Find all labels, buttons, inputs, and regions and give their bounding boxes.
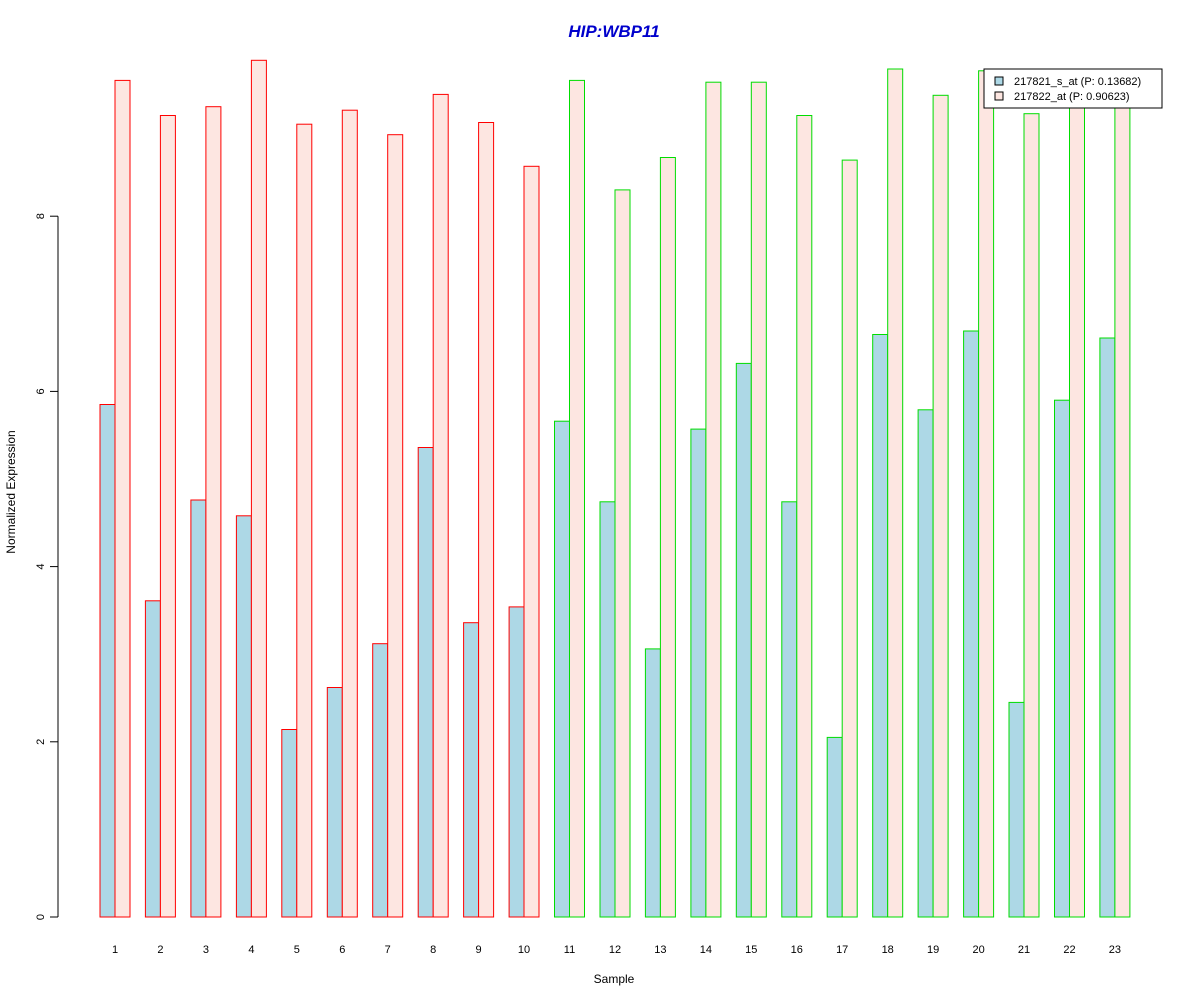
bar-series1-sample-9 bbox=[463, 622, 480, 918]
x-tick-label-20: 20 bbox=[972, 944, 984, 956]
bar-series1-sample-8 bbox=[417, 447, 434, 918]
x-tick-label-8: 8 bbox=[430, 944, 436, 956]
bar-series2-sample-18 bbox=[887, 68, 904, 918]
bar-series2-sample-4 bbox=[250, 59, 267, 918]
bar-series1-sample-1 bbox=[99, 404, 116, 918]
bar-series2-sample-14 bbox=[705, 81, 722, 918]
x-tick-label-17: 17 bbox=[836, 944, 848, 956]
legend: 217821_s_at (P: 0.13682) 217822_at (P: 0.… bbox=[983, 68, 1163, 109]
bar-series2-sample-20 bbox=[978, 70, 995, 918]
x-tick-label-1: 1 bbox=[112, 944, 118, 956]
bar-series2-sample-8 bbox=[432, 93, 449, 918]
bar-series1-sample-15 bbox=[735, 362, 752, 918]
bar-series2-sample-19 bbox=[932, 94, 949, 918]
bar-series1-sample-23 bbox=[1099, 337, 1116, 918]
x-tick-label-10: 10 bbox=[518, 944, 530, 956]
bar-series1-sample-17 bbox=[826, 736, 843, 918]
bar-series2-sample-10 bbox=[523, 165, 540, 918]
bar-series2-sample-21 bbox=[1023, 113, 1040, 918]
bar-series2-sample-1 bbox=[114, 79, 131, 918]
x-tick-label-7: 7 bbox=[385, 944, 391, 956]
x-tick-label-19: 19 bbox=[927, 944, 939, 956]
x-tick-label-4: 4 bbox=[248, 944, 254, 956]
legend-swatch-2 bbox=[994, 91, 1004, 101]
x-axis-tick-labels: 1 2 3 4 5 6 7 8 9 10 11 12 13 14 15 16 17 18 19 20 21 22 23 bbox=[112, 944, 1121, 956]
bar-series2-sample-13 bbox=[659, 157, 676, 918]
bar-series2-sample-17 bbox=[841, 159, 858, 918]
x-tick-label-16: 16 bbox=[791, 944, 803, 956]
x-tick-label-9: 9 bbox=[476, 944, 482, 956]
bar-series1-sample-7 bbox=[372, 643, 389, 918]
bar-series1-sample-4 bbox=[235, 515, 252, 918]
x-tick-label-22: 22 bbox=[1063, 944, 1075, 956]
y-tick-label-6: 6 bbox=[35, 388, 47, 394]
bar-series2-sample-23 bbox=[1114, 79, 1131, 918]
x-tick-label-18: 18 bbox=[882, 944, 894, 956]
bar-series1-sample-19 bbox=[917, 409, 934, 918]
x-tick-label-23: 23 bbox=[1109, 944, 1121, 956]
bar-series2-sample-7 bbox=[387, 134, 404, 918]
x-tick-label-2: 2 bbox=[157, 944, 163, 956]
bar-series1-sample-20 bbox=[963, 330, 980, 918]
bar-series1-sample-5 bbox=[281, 729, 298, 918]
bar-series2-sample-11 bbox=[569, 79, 585, 918]
bar-series1-sample-18 bbox=[872, 334, 889, 918]
bar-series2-sample-5 bbox=[296, 123, 313, 918]
y-axis: 0 2 4 6 8 bbox=[35, 213, 59, 920]
bar-series1-sample-14 bbox=[690, 428, 707, 918]
bar-series1-sample-16 bbox=[781, 501, 798, 918]
bar-series2-sample-3 bbox=[205, 106, 222, 918]
bar-series1-sample-3 bbox=[190, 499, 207, 918]
y-tick-label-4: 4 bbox=[35, 564, 47, 570]
bar-series1-sample-13 bbox=[644, 648, 661, 918]
x-tick-label-12: 12 bbox=[609, 944, 621, 956]
legend-label-1: 217821_s_at (P: 0.13682) bbox=[1014, 76, 1141, 88]
bar-series2-sample-9 bbox=[478, 122, 495, 918]
x-tick-label-11: 11 bbox=[564, 944, 575, 956]
bar-series2-sample-16 bbox=[796, 115, 813, 918]
bar-series1-sample-10 bbox=[508, 606, 525, 918]
legend-label-2: 217822_at (P: 0.90623) bbox=[1014, 91, 1130, 103]
bars-group bbox=[99, 59, 1131, 918]
bar-series2-sample-2 bbox=[159, 115, 176, 918]
bar-series1-sample-21 bbox=[1008, 701, 1025, 918]
bar-series1-sample-11 bbox=[554, 420, 570, 918]
y-tick-label-0: 0 bbox=[35, 914, 47, 920]
y-tick-label-2: 2 bbox=[35, 739, 47, 745]
bar-series2-sample-15 bbox=[750, 81, 767, 918]
y-axis-label: Normalized Expression bbox=[4, 430, 18, 553]
bar-series1-sample-22 bbox=[1054, 399, 1070, 918]
x-tick-label-5: 5 bbox=[294, 944, 300, 956]
bar-series1-sample-6 bbox=[326, 687, 343, 918]
x-tick-label-21: 21 bbox=[1018, 944, 1030, 956]
chart-title: HIP:WBP11 bbox=[568, 22, 659, 41]
legend-swatch-1 bbox=[994, 76, 1004, 86]
y-tick-label-8: 8 bbox=[35, 213, 47, 219]
bar-series2-sample-12 bbox=[614, 189, 631, 918]
bar-series2-sample-6 bbox=[341, 109, 358, 918]
x-tick-label-13: 13 bbox=[654, 944, 666, 956]
bar-series1-sample-2 bbox=[144, 600, 161, 918]
legend-box bbox=[983, 68, 1163, 109]
x-tick-label-15: 15 bbox=[745, 944, 757, 956]
x-tick-label-3: 3 bbox=[203, 944, 209, 956]
bar-series1-sample-12 bbox=[599, 501, 616, 918]
x-tick-label-14: 14 bbox=[700, 944, 712, 956]
x-axis-label: Sample bbox=[594, 972, 635, 986]
bar-series2-sample-22 bbox=[1069, 93, 1085, 918]
x-tick-label-6: 6 bbox=[339, 944, 345, 956]
